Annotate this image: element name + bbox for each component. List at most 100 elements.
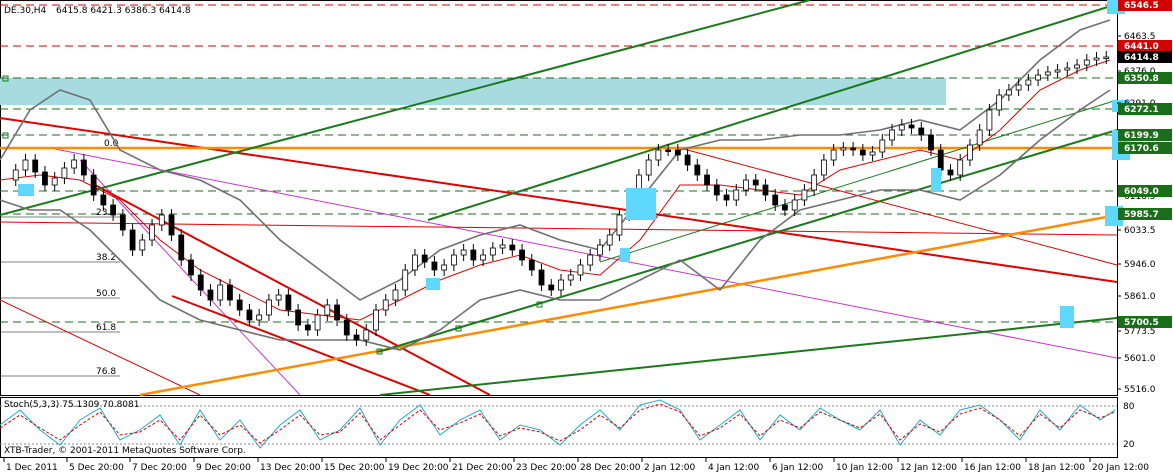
price-level-label: 6441.0 — [1124, 42, 1159, 52]
fib-level-38-2: 38.2 — [96, 253, 116, 263]
candle-body — [558, 279, 564, 291]
candle-body — [1083, 59, 1090, 66]
green-trend-lines[interactable] — [0, 0, 1131, 396]
candle-body — [986, 109, 993, 131]
candle-body — [606, 234, 613, 246]
candle-body — [470, 249, 477, 261]
candle-body — [285, 294, 292, 311]
time-tick-label: 28 Dec 20:00 — [580, 463, 641, 473]
candle-body — [577, 264, 584, 276]
ohlc-readout: 6415.8 6421.3 6386.3 6414.8 — [56, 6, 191, 16]
candle-body — [694, 164, 701, 176]
price-tick-label: 6033.5 — [1124, 226, 1156, 236]
time-tick-label: 19 Dec 20:00 — [388, 463, 449, 473]
price-level-label: 6049.0 — [1124, 187, 1159, 197]
candle-body — [412, 254, 418, 271]
price-level-tag — [1118, 51, 1172, 63]
candle-body — [859, 149, 866, 156]
time-tick-label: 6 Jan 12:00 — [772, 463, 824, 473]
price-tick-label: 5946.0 — [1124, 260, 1156, 270]
time-tick-label: 4 Jan 12:00 — [708, 463, 760, 473]
candle-body — [850, 147, 857, 151]
candle-body — [996, 94, 1003, 111]
candle-body — [431, 261, 438, 271]
fib-level-23-6: 23.6 — [96, 208, 116, 218]
time-tick-label: 9 Dec 20:00 — [196, 463, 251, 473]
candle-body — [382, 299, 389, 311]
candle-body — [197, 274, 204, 291]
candle-body — [1064, 67, 1071, 71]
price-level-label: 5985.7 — [1124, 210, 1159, 220]
price-level-tag — [1118, 129, 1172, 141]
red-thin-lines[interactable] — [0, 147, 1118, 396]
candle-body — [80, 159, 87, 176]
bollinger-bands — [0, 19, 1111, 351]
candle-body — [100, 194, 107, 206]
candle-body — [421, 254, 428, 263]
stoch-scale-20: 20 — [1123, 440, 1135, 450]
candle-body — [937, 149, 944, 171]
candle-body — [811, 174, 818, 191]
candle-body — [246, 309, 253, 321]
candle-body — [1025, 79, 1032, 86]
candle-body — [489, 247, 496, 256]
candle-body — [314, 314, 321, 331]
candle-body — [178, 234, 185, 261]
candle-body — [460, 249, 467, 256]
candle-body — [791, 199, 798, 211]
price-tick-label: 5861.0 — [1124, 292, 1156, 302]
magenta-fan-lines[interactable] — [49, 147, 1118, 396]
candle-body — [158, 214, 165, 226]
candle-body — [713, 184, 720, 196]
candle-body — [207, 289, 214, 301]
candle-body — [402, 269, 409, 291]
candle-body — [567, 274, 574, 281]
time-tick-label: 7 Dec 20:00 — [132, 463, 187, 473]
candle-body — [587, 254, 594, 266]
candle-body — [509, 244, 516, 251]
candle-body — [548, 284, 555, 291]
candle-body — [889, 129, 895, 141]
candle-body — [538, 269, 545, 286]
candle-body — [149, 224, 155, 241]
candle-body — [324, 304, 331, 316]
candle-body — [772, 194, 779, 206]
candle-body — [256, 314, 263, 321]
candle-body — [908, 124, 915, 129]
candle-body — [217, 284, 224, 301]
time-tick-label: 12 Jan 12:00 — [900, 463, 957, 473]
candle-body — [528, 259, 535, 271]
candle-body — [32, 159, 39, 173]
candle-body — [665, 149, 672, 152]
stoch-main-line — [0, 399, 1116, 449]
time-tick-label: 5 Dec 20:00 — [69, 463, 124, 473]
candle-body — [71, 159, 78, 169]
candlesticks[interactable] — [12, 51, 1110, 346]
price-tick-label: 6463.5 — [1124, 32, 1156, 42]
stoch-signal-line — [0, 403, 1116, 444]
symbol-label: DE.30,H4 — [4, 6, 47, 16]
candle-body — [928, 134, 934, 151]
candle-body — [830, 149, 837, 161]
time-tick-label: 2 Jan 12:00 — [644, 463, 696, 473]
copyright-text: XTB-Trader, © 2001-2011 MetaQuotes Softw… — [4, 446, 246, 456]
candle-body — [655, 149, 662, 161]
candle-body — [110, 204, 117, 216]
candle-body — [499, 244, 506, 249]
candle-body — [168, 214, 175, 236]
candle-body — [597, 244, 603, 256]
price-level-tag — [1118, 208, 1172, 220]
candle-body — [42, 171, 48, 186]
candle-body — [265, 299, 272, 316]
candle-body — [752, 179, 759, 186]
candle-body — [879, 139, 886, 153]
price-level-tag — [1118, 72, 1172, 84]
candle-body — [480, 254, 487, 261]
price-tick-label: 5773.5 — [1124, 327, 1156, 337]
candle-body — [353, 334, 360, 341]
candle-body — [129, 229, 136, 251]
candle-body — [227, 284, 233, 301]
candle-body — [898, 124, 905, 131]
